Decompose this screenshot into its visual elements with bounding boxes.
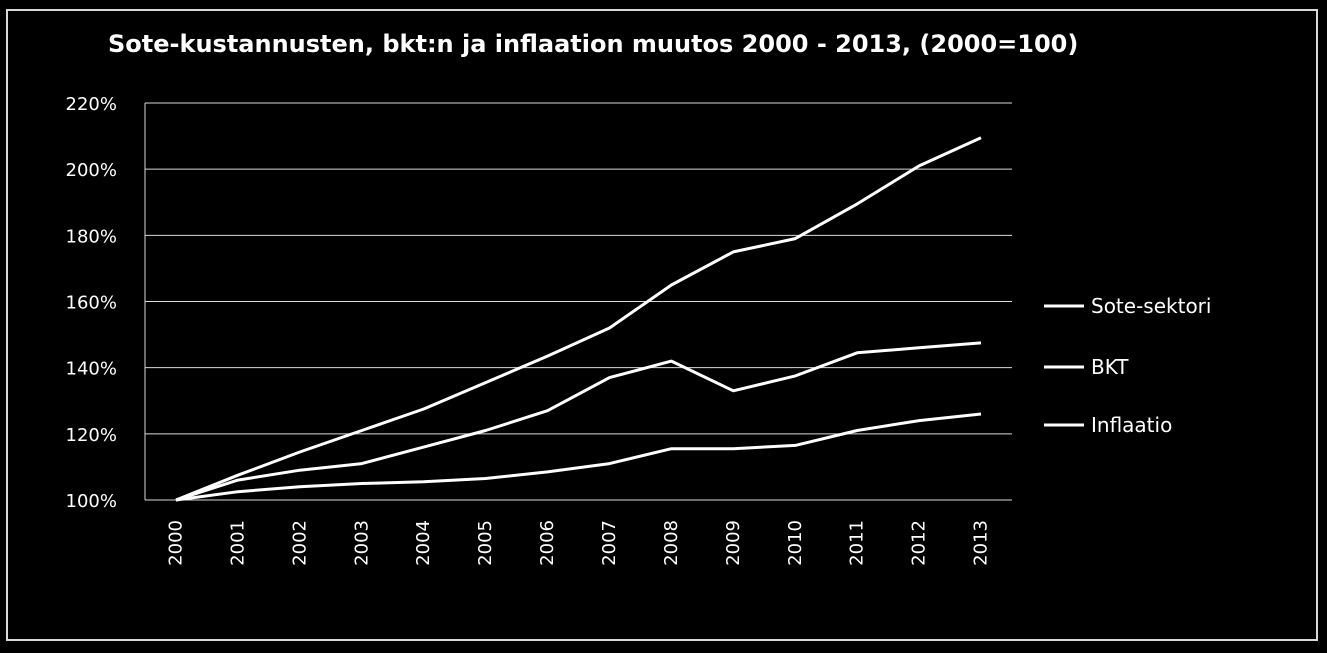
- x-tick-label: 2003: [351, 520, 372, 566]
- y-tick-label: 120%: [66, 425, 117, 446]
- y-tick-label: 220%: [66, 94, 117, 115]
- x-tick-label: 2013: [971, 520, 992, 566]
- y-tick-label: 100%: [66, 491, 117, 512]
- legend-label: Inflaatio: [1091, 413, 1172, 437]
- x-tick-label: 2005: [475, 520, 496, 566]
- x-axis-tick-labels: 2000 2001 2002 2003 2004 2005 2006 2007 2008 2009…: [165, 520, 991, 566]
- x-tick-label: 2009: [723, 520, 744, 566]
- x-tick-label: 2008: [661, 520, 682, 566]
- x-tick-label: 2006: [537, 520, 558, 566]
- series-line: [175, 412, 982, 502]
- y-tick-label: 180%: [66, 226, 117, 247]
- x-tick-label: 2000: [165, 520, 186, 566]
- legend: Sote-sektori BKT Inflaatio: [1044, 294, 1211, 437]
- legend-label: Sote-sektori: [1091, 294, 1211, 318]
- x-tick-label: 2007: [599, 520, 620, 566]
- gridlines: [144, 102, 1012, 501]
- x-tick-label: 2004: [413, 520, 434, 566]
- series-line: [175, 341, 982, 502]
- x-tick-label: 2002: [289, 520, 310, 566]
- y-tick-label: 200%: [66, 160, 117, 181]
- y-axis-tick-labels: 100% 120% 140% 160% 180% 200% 220%: [66, 94, 117, 512]
- series-line: [175, 136, 982, 502]
- y-tick-label: 140%: [66, 359, 117, 380]
- chart-title: Sote-kustannusten, bkt:n ja inflaation m…: [108, 30, 1079, 58]
- x-tick-label: 2011: [847, 520, 868, 566]
- x-tick-label: 2010: [785, 520, 806, 566]
- y-tick-label: 160%: [66, 293, 117, 314]
- legend-label: BKT: [1091, 355, 1129, 379]
- x-tick-label: 2012: [909, 520, 930, 566]
- x-tick-label: 2001: [227, 520, 248, 566]
- series-lines: [175, 136, 982, 502]
- chart-frame: [6, 9, 1318, 641]
